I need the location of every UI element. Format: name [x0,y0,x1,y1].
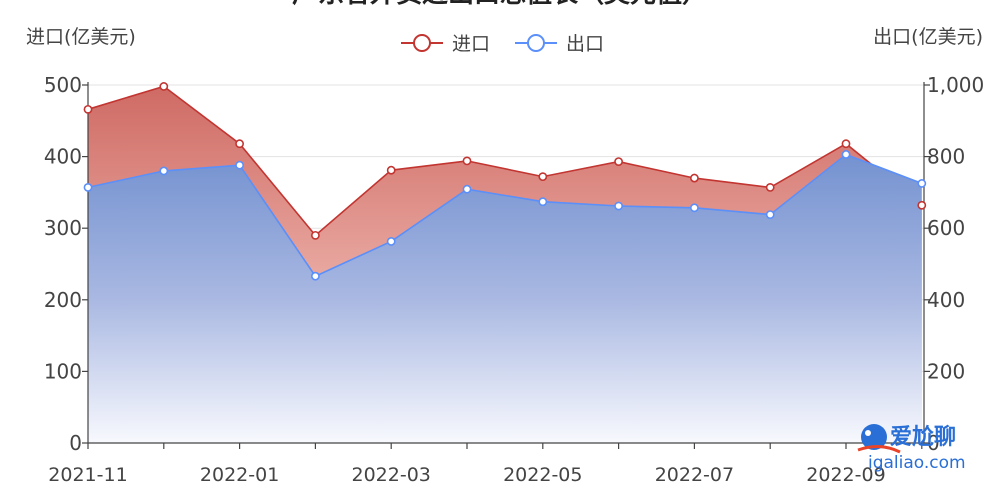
left-tick-label: 100 [44,359,82,383]
import-point [614,157,623,167]
line-import [87,85,923,237]
x-tick-label: 2022-07 [655,464,734,486]
chart-title: 广东省外贸进出口总值表（美元值） [292,0,708,9]
legend-item-export[interactable]: 出口 [515,33,604,55]
import-point [765,182,775,192]
watermark-url: igaliao.com [868,453,966,473]
export-point [841,150,851,159]
right-tick-label: 400 [927,288,965,312]
legend-import-label: 进口 [452,33,490,55]
x-tick-label: 2022-01 [200,464,279,486]
right-tick-label: 0 [927,431,940,455]
axes [82,82,930,449]
export-point [614,201,623,211]
left-axis-label: 进口(亿美元) [26,26,136,48]
right-tick-label: 600 [927,216,965,240]
export-point [917,179,927,188]
legend-item-import[interactable]: 进口 [401,33,490,55]
export-point [83,182,93,192]
series-points [83,82,927,281]
right-tick-label: 800 [927,145,965,169]
legend-export-label: 出口 [566,33,604,55]
x-tick-label: 2022-03 [352,464,431,486]
tick-labels: 0 100 200 300 400 500 0 200 400 600 800 1,000 2021-1… [44,73,984,486]
legend-export-marker [527,34,545,52]
watermark-name: 爱尬聊 [890,424,956,450]
legend[interactable]: 进口 出口 [401,33,604,55]
line-export [87,153,923,278]
x-tick-label: 2022-05 [503,464,582,486]
left-tick-label: 500 [44,73,82,97]
left-tick-label: 400 [44,145,82,169]
import-point [386,165,396,175]
export-point [765,210,775,219]
left-tick-label: 200 [44,288,82,312]
x-tick-label: 2021-11 [48,464,127,486]
right-axis-label: 出口(亿美元) [873,26,983,48]
import-point [690,173,699,183]
import-point [462,156,472,166]
right-tick-label: 1,000 [927,73,984,97]
export-point [386,237,396,246]
legend-import-marker [413,34,431,52]
right-tick-label: 200 [927,359,965,383]
area-export [88,154,922,443]
export-point [310,271,320,281]
watermark-logo-icon [857,424,901,454]
import-point [235,139,244,149]
import-point [841,139,851,149]
series-areas [87,85,923,444]
export-point [462,184,472,194]
export-point [690,203,699,213]
watermark: 爱尬聊 igaliao.com [857,424,966,473]
export-point [235,160,244,170]
import-point [538,172,548,182]
left-tick-label: 0 [69,431,82,455]
import-point [310,230,320,240]
import-point [83,104,93,114]
export-point [538,197,548,207]
left-tick-label: 300 [44,216,82,240]
import-point [159,82,169,91]
x-tick-label: 2022-09 [806,464,885,486]
export-point [159,166,169,176]
import-point [917,200,927,210]
